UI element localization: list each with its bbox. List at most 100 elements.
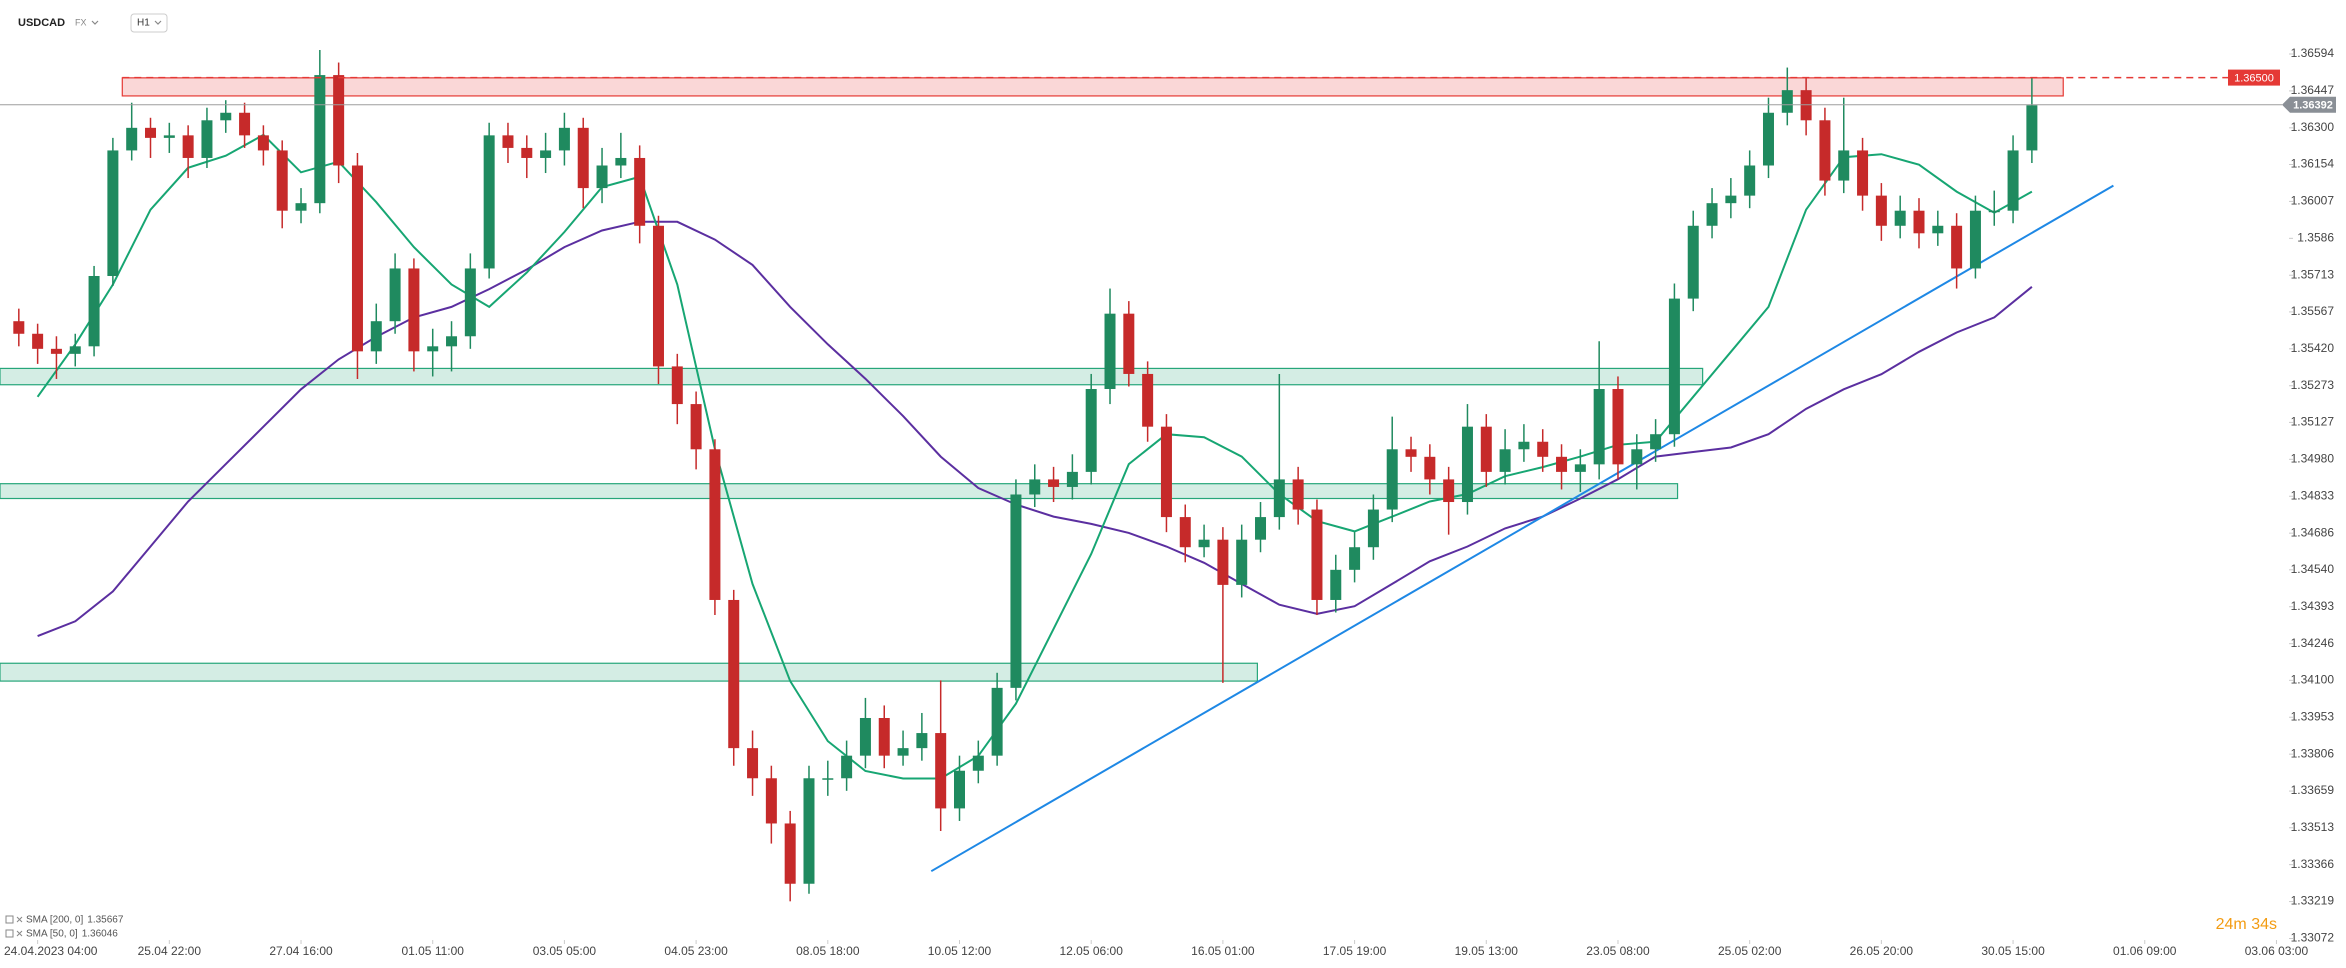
candle-body	[50, 348, 62, 354]
candle-body	[1650, 434, 1662, 450]
y-tick-label: 1.34393	[2291, 599, 2335, 613]
candle-body	[126, 127, 138, 151]
candle-body	[314, 75, 326, 204]
x-tick-label: 30.05 15:00	[1981, 944, 2045, 958]
candle-body	[1311, 509, 1323, 600]
candle-body	[1198, 539, 1210, 548]
x-tick-label: 25.04 22:00	[138, 944, 202, 958]
candle-body	[1951, 225, 1963, 269]
y-tick-label: 1.35127	[2291, 415, 2335, 429]
candle-body	[1499, 449, 1511, 472]
candle-body	[1405, 449, 1417, 457]
candle-body	[859, 717, 871, 756]
legend-name: SMA [50, 0]	[26, 929, 78, 940]
candle-body	[1255, 517, 1267, 540]
timeframe-dropdown[interactable]	[154, 20, 162, 25]
market[interactable]: FX	[75, 17, 87, 27]
candle-body	[145, 127, 157, 138]
x-tick-label: 19.05 13:00	[1455, 944, 1519, 958]
market-dropdown[interactable]	[91, 20, 99, 25]
candle-body	[1367, 509, 1379, 548]
candle-body	[1217, 539, 1229, 585]
candle-body	[1123, 313, 1135, 374]
candle-body	[464, 268, 476, 337]
y-tick-label: 1.35567	[2291, 304, 2335, 318]
candle-body	[822, 778, 834, 780]
candle-body	[953, 770, 965, 809]
candle-body	[69, 346, 81, 354]
timeframe-box[interactable]	[130, 13, 168, 33]
price-label: 1.36392	[2293, 100, 2333, 112]
candle-body	[502, 135, 514, 148]
candle-body	[1179, 517, 1191, 548]
legend-icon	[5, 915, 14, 924]
zone	[0, 662, 1258, 682]
candle-body	[784, 823, 796, 884]
legend-value: 1.36046	[82, 929, 119, 940]
candle-body	[1687, 225, 1699, 299]
legend-icon	[5, 929, 14, 938]
candle-body	[1518, 441, 1530, 450]
candle-body	[408, 268, 420, 352]
candle-body	[1819, 120, 1831, 181]
candle-body	[1988, 210, 2000, 213]
candle-body	[1574, 464, 1586, 472]
candle-body	[1537, 441, 1549, 457]
x-tick-label: 03.06 03:00	[2245, 944, 2309, 958]
y-tick-label: 1.33219	[2291, 894, 2335, 908]
candle-body	[521, 147, 533, 158]
y-tick-label: 1.36594	[2291, 46, 2335, 60]
candle-body	[483, 135, 495, 269]
y-tick-label: 1.34833	[2291, 488, 2335, 502]
candle-body	[916, 733, 928, 749]
y-tick-label: 1.33366	[2291, 857, 2335, 871]
candle-body	[1762, 112, 1774, 166]
lines-layer	[36, 133, 2114, 873]
sma-line	[36, 133, 2033, 780]
candle-body	[1461, 426, 1473, 503]
candle-body	[276, 150, 288, 211]
candle-body	[1894, 210, 1906, 226]
candle-body	[1029, 479, 1041, 495]
timeframe[interactable]: H1	[137, 18, 150, 29]
candle-body	[2007, 150, 2019, 211]
y-tick-label: 1.34100	[2291, 672, 2335, 686]
x-tick-label: 01.05 11:00	[401, 944, 464, 958]
candle-body	[1612, 389, 1624, 465]
zone	[0, 483, 1679, 500]
price-label: 1.36500	[2234, 73, 2274, 85]
sma-line	[37, 220, 2033, 638]
x-tick-label: 12.05 06:00	[1059, 944, 1123, 958]
candle-body	[1857, 150, 1869, 196]
trendline	[930, 184, 2114, 873]
candle-body	[1236, 539, 1248, 585]
symbol[interactable]: USDCAD	[18, 17, 65, 29]
x-tick-label: 01.06 09:00	[2113, 944, 2177, 958]
countdown: 24m 34s	[2216, 916, 2277, 933]
y-tick-label: 1.34540	[2291, 562, 2335, 576]
candle-body	[1104, 313, 1116, 390]
y-tick-label: 1.35273	[2291, 378, 2335, 392]
y-tick-label: 1.33953	[2291, 709, 2335, 723]
x-tick-label: 08.05 18:00	[796, 944, 860, 958]
candle-body	[1142, 373, 1154, 427]
candle-body	[1480, 426, 1492, 472]
candle-body	[558, 127, 570, 151]
y-tick-label: 1.35420	[2291, 341, 2335, 355]
y-tick-label: 1.34980	[2291, 451, 2335, 465]
y-tick-label: 1.33072	[2291, 931, 2335, 945]
zones-layer	[0, 77, 2064, 682]
candle-body	[765, 778, 777, 824]
x-tick-label: 23.05 08:00	[1586, 944, 1650, 958]
candle-body	[32, 333, 44, 349]
candle-body	[182, 135, 194, 158]
candle-body	[652, 225, 664, 367]
x-tick-label: 17.05 19:00	[1323, 944, 1387, 958]
candle-body	[1010, 494, 1022, 688]
candle-body	[747, 748, 759, 779]
candles-layer	[13, 49, 2038, 902]
legend-close	[16, 930, 23, 937]
candle-body	[163, 135, 175, 138]
